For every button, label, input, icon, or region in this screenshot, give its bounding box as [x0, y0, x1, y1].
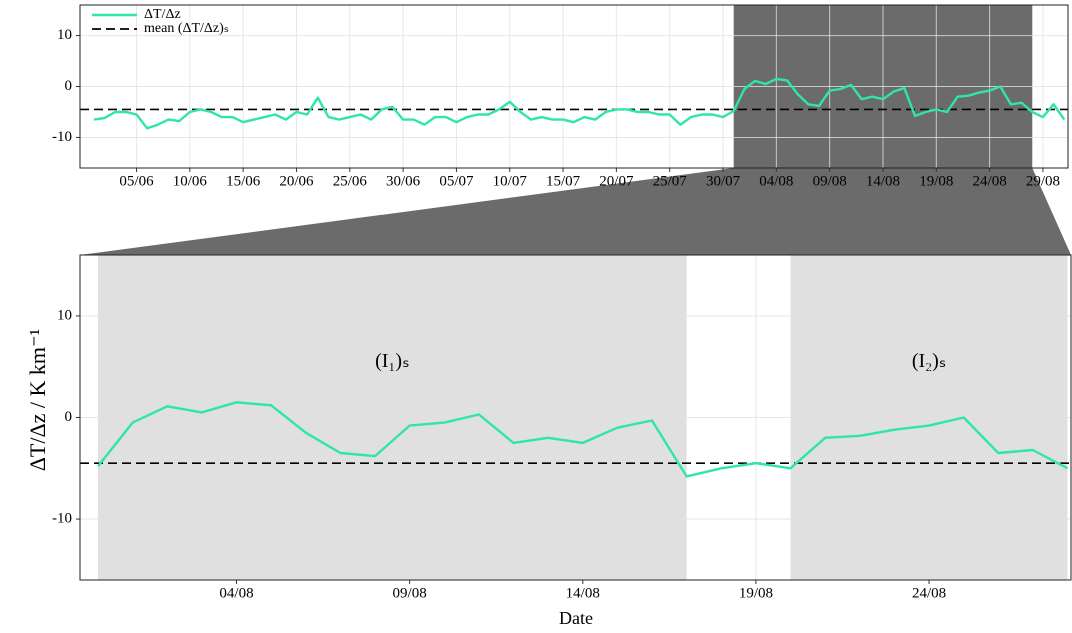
y-tick-label: 10 — [57, 307, 72, 323]
x-axis-label: Date — [559, 608, 593, 628]
x-tick-label: 15/07 — [546, 173, 581, 189]
x-tick-label: 09/08 — [813, 173, 847, 189]
x-tick-label: 20/06 — [279, 173, 314, 189]
plot-frame — [79, 254, 1072, 581]
y-tick-label: 10 — [57, 27, 72, 43]
y-tick-label: 0 — [65, 78, 73, 94]
x-tick-label: 25/06 — [333, 173, 368, 189]
x-tick-label: 25/07 — [653, 173, 688, 189]
x-tick-label: 04/08 — [759, 173, 793, 189]
x-tick-label: 30/06 — [386, 173, 421, 189]
legend-label: ΔT/Δz — [144, 7, 181, 22]
legend-label: mean (ΔT/Δz)ₛ — [144, 21, 229, 36]
x-tick-label: 24/08 — [973, 173, 1007, 189]
x-tick-label: 19/08 — [739, 585, 773, 601]
x-tick-label: 29/08 — [1026, 173, 1060, 189]
x-tick-label: 30/07 — [706, 173, 741, 189]
y-tick-label: -10 — [52, 511, 72, 527]
x-tick-label: 15/06 — [226, 173, 261, 189]
x-tick-label: 10/06 — [173, 173, 208, 189]
y-tick-label: 0 — [65, 409, 73, 425]
y-axis-label: ΔT/Δz / K km⁻¹ — [25, 329, 50, 471]
x-tick-label: 14/08 — [566, 585, 600, 601]
zoom-connector — [80, 168, 1071, 255]
x-tick-label: 09/08 — [393, 585, 427, 601]
data-line — [97, 401, 1069, 478]
y-tick-label: -10 — [52, 129, 72, 145]
x-tick-label: 19/08 — [919, 173, 953, 189]
x-tick-label: 14/08 — [866, 173, 900, 189]
x-tick-label: 05/06 — [119, 173, 154, 189]
data-line — [93, 77, 1066, 130]
x-tick-label: 20/07 — [599, 173, 634, 189]
plot-frame — [79, 4, 1069, 169]
x-tick-label: 10/07 — [493, 173, 528, 189]
x-tick-label: 24/08 — [912, 585, 946, 601]
x-tick-label: 04/08 — [219, 585, 253, 601]
interval-label: (I₁)ₛ — [375, 350, 409, 372]
x-tick-label: 05/07 — [439, 173, 474, 189]
